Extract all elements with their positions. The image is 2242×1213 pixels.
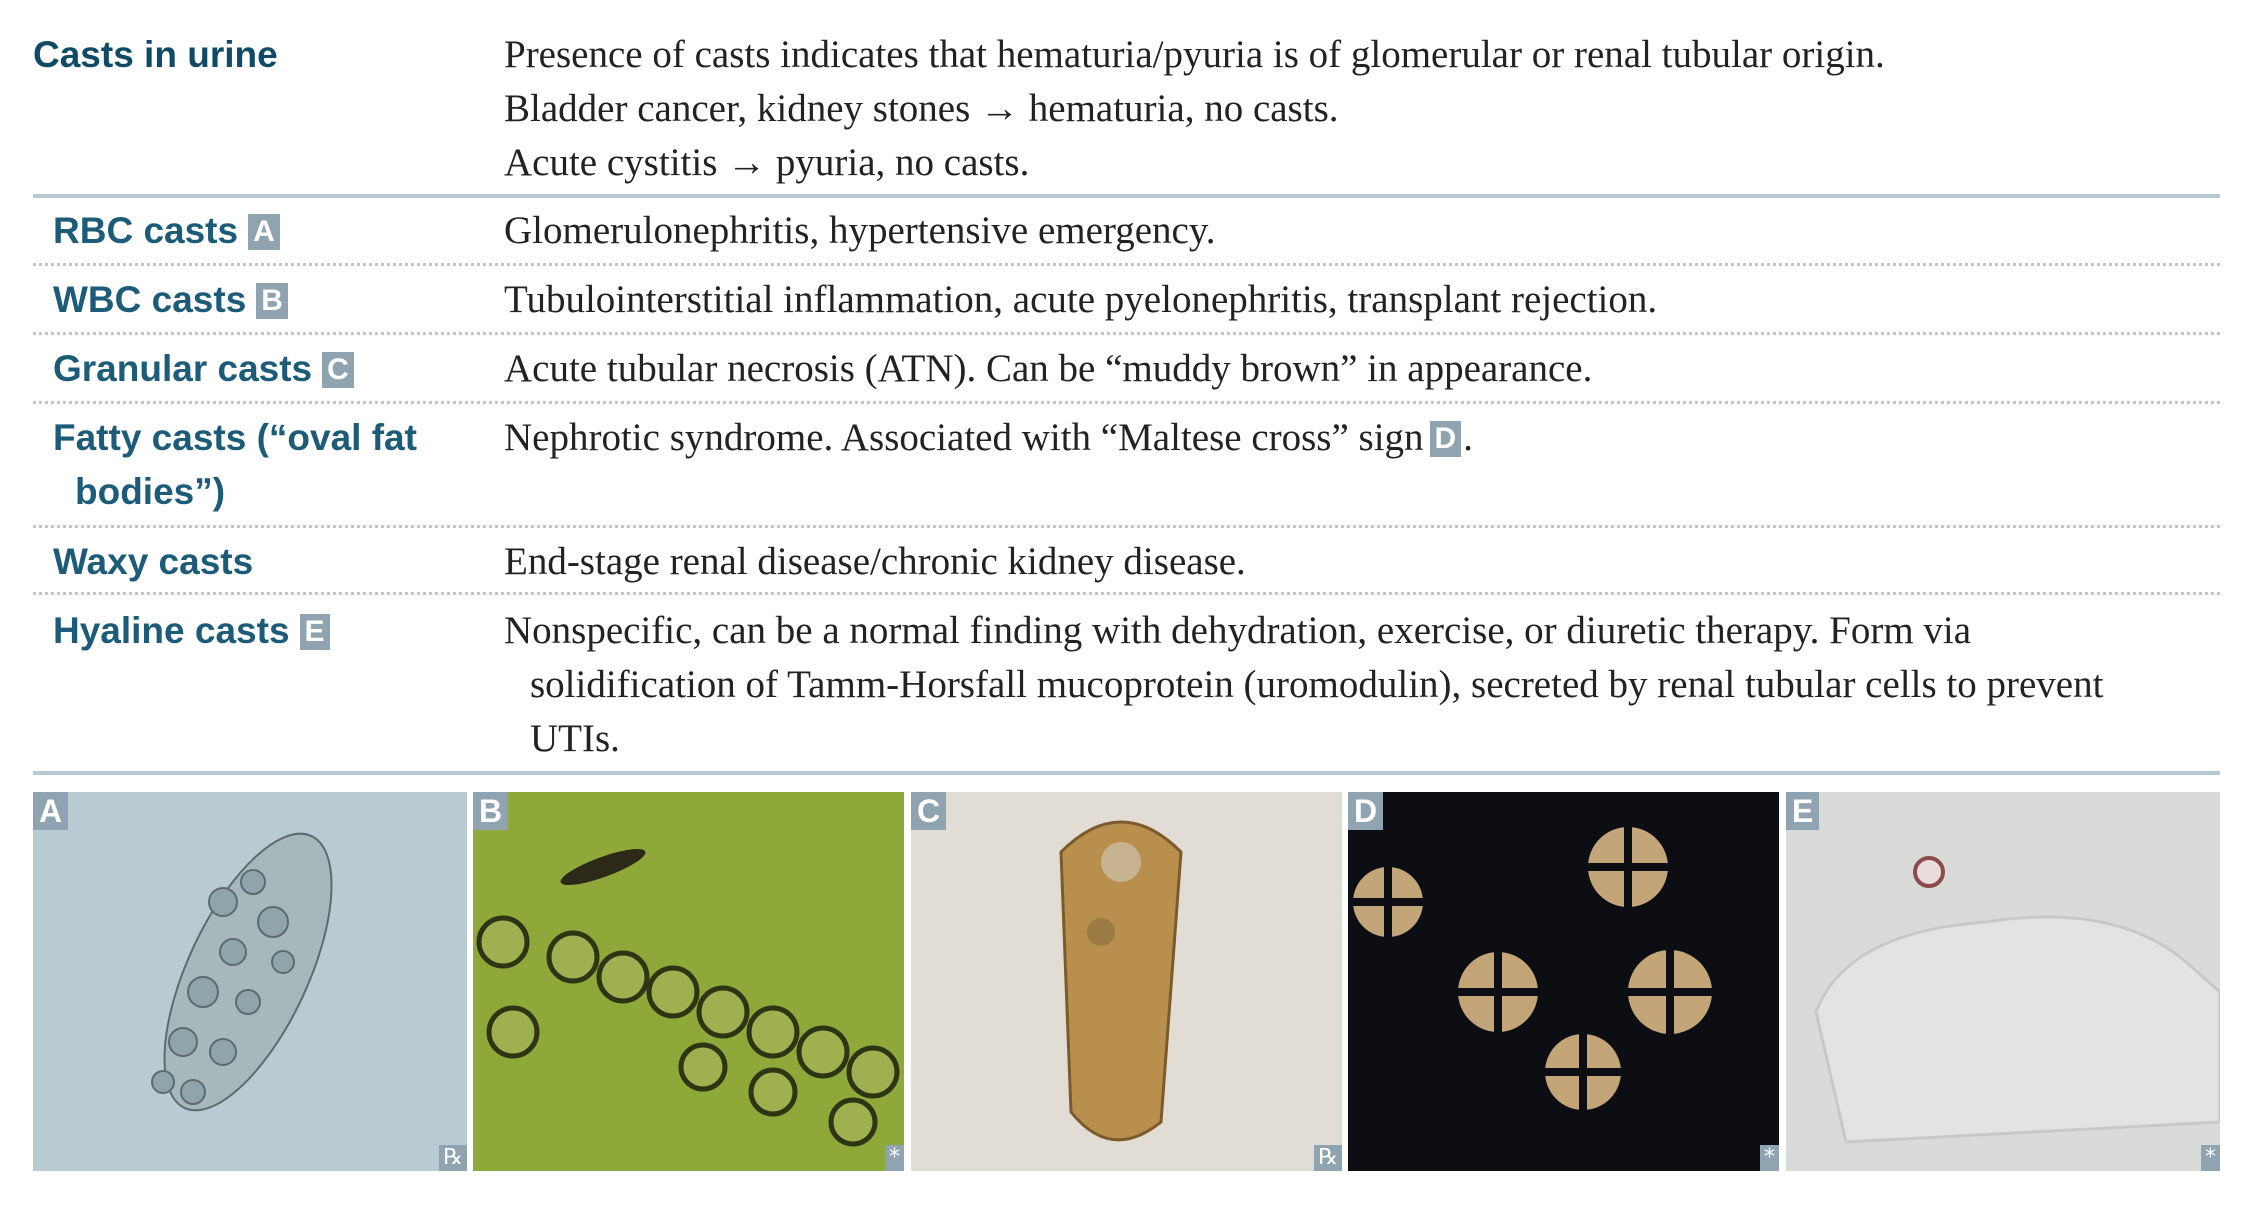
section-title: Casts in urine [33, 34, 278, 75]
divider [33, 194, 2220, 198]
source-icon: * [885, 1145, 904, 1171]
row-description: Nephrotic syndrome. Associated with “Mal… [504, 411, 2150, 465]
row-text: End-stage renal disease/chronic kidney d… [504, 540, 1246, 583]
figure-badge: B [256, 283, 288, 319]
row-description: Nonspecific, can be a normal finding wit… [504, 604, 2150, 766]
image-label: B [473, 792, 509, 830]
divider [33, 401, 2220, 404]
row-name: WBC casts B [53, 273, 495, 327]
row-name: Hyaline casts E [53, 604, 495, 658]
image-label: E [1786, 792, 1820, 830]
row-name-text: RBC casts [53, 210, 239, 251]
row-name-text: Granular casts [53, 348, 313, 389]
divider [33, 592, 2220, 595]
figure-badge: D [1429, 421, 1462, 457]
row-text: Tubulointerstitial inflammation, acute p… [504, 278, 1658, 321]
row-name: RBC casts A [53, 204, 495, 258]
row-description: Tubulointerstitial inflammation, acute p… [504, 273, 2150, 327]
image-label: C [911, 792, 947, 830]
divider [33, 263, 2220, 266]
image-label: D [1348, 792, 1384, 830]
source-icon: * [2201, 1145, 2220, 1171]
row-text: . [1463, 416, 1473, 459]
row-name-text: Hyaline casts [53, 610, 290, 651]
micrograph: D * [1348, 792, 1779, 1171]
section-description: Presence of casts indicates that hematur… [504, 28, 2150, 190]
source-icon: ℞ [439, 1145, 467, 1171]
row-description: End-stage renal disease/chronic kidney d… [504, 535, 2150, 589]
image-label: A [33, 792, 69, 830]
divider [33, 332, 2220, 335]
row-name: Waxy casts [53, 535, 495, 589]
divider [33, 771, 2220, 775]
source-icon: * [1760, 1145, 1779, 1171]
row-name-text: Waxy casts [53, 541, 254, 582]
row-name: Granular casts C [53, 342, 495, 396]
row-text: Nonspecific, can be a normal finding wit… [504, 609, 2104, 760]
row-text: Nephrotic syndrome. Associated with “Mal… [504, 416, 1424, 459]
micrograph: B * [473, 792, 904, 1171]
figure-badge: E [299, 614, 330, 650]
row-text: Acute tubular necrosis (ATN). Can be “mu… [504, 347, 1593, 390]
desc-line: Acute cystitis → pyuria, no casts. [504, 141, 1030, 184]
figure-badge: C [322, 352, 354, 388]
figure-badge: A [248, 214, 280, 250]
row-text: Glomerulonephritis, hypertensive emergen… [504, 209, 1216, 252]
divider [33, 525, 2220, 528]
micrograph: A ℞ [33, 792, 467, 1171]
desc-line: Presence of casts indicates that hematur… [504, 33, 1885, 76]
micrograph: E * [1786, 792, 2220, 1171]
desc-line: Bladder cancer, kidney stones → hematuri… [504, 87, 1339, 130]
row-description: Acute tubular necrosis (ATN). Can be “mu… [504, 342, 2150, 396]
micrograph: C ℞ [911, 792, 1342, 1171]
source-icon: ℞ [1314, 1145, 1342, 1171]
row-name-text: WBC casts [53, 279, 247, 320]
row-name: Fatty casts (“oval fat bodies”) [53, 411, 495, 519]
row-description: Glomerulonephritis, hypertensive emergen… [504, 204, 2150, 258]
row-name-text: Fatty casts (“oval fat bodies”) [53, 417, 417, 512]
